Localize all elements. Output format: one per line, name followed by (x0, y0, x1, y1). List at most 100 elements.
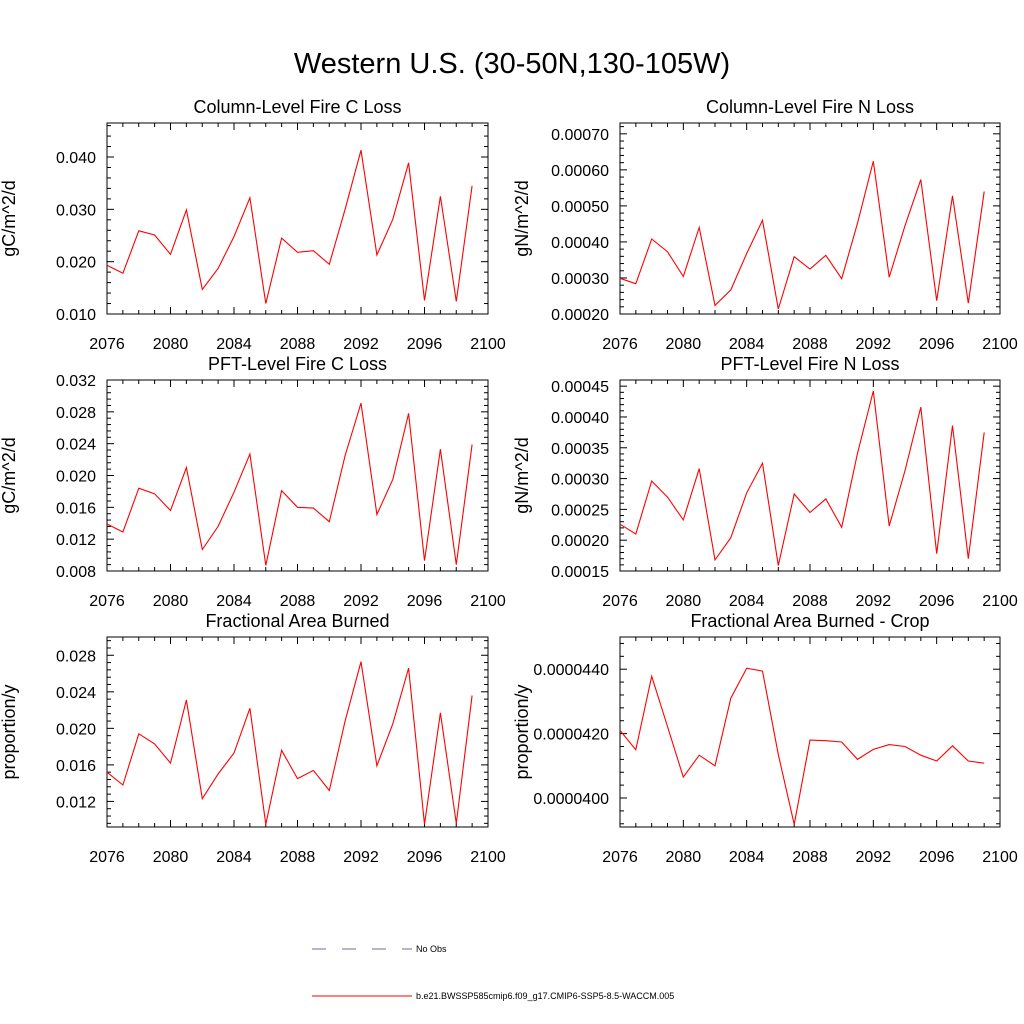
plot-frame (619, 122, 1001, 315)
y-tick-label: 0.012 (56, 794, 96, 811)
y-tick-label: 0.010 (56, 307, 96, 324)
y-tick-label: 0.00030 (551, 472, 609, 489)
legend-label-no-obs: No Obs (416, 944, 447, 954)
panel-title: PFT-Level Fire C Loss (208, 354, 387, 374)
series-line-1 (619, 667, 985, 825)
x-tick-label: 2084 (729, 849, 765, 866)
panels-group: Column-Level Fire C Loss gC/m^2/d 2076 2080… (0, 97, 1018, 866)
x-tick-label: 2084 (216, 336, 252, 353)
y-tick-label: 0.00070 (551, 127, 609, 144)
plot-frame (106, 122, 489, 315)
y-tick-label: 0.032 (56, 373, 96, 390)
y-tick-label: 0.0000420 (533, 727, 609, 744)
panel-title: PFT-Level Fire N Loss (720, 354, 899, 374)
x-tick-label: 2088 (792, 593, 828, 610)
y-axis-label: gN/m^2/d (512, 437, 532, 513)
y-tick-label: 0.028 (56, 648, 96, 665)
y-tick-label: 0.00020 (551, 307, 609, 324)
x-tick-label: 2092 (343, 336, 379, 353)
x-tick-label: 2096 (919, 593, 955, 610)
x-tick-label: 2092 (856, 336, 892, 353)
y-tick-label: 0.00045 (551, 379, 609, 396)
y-tick-label: 0.0000440 (533, 662, 609, 679)
y-tick-label: 0.00015 (551, 564, 609, 581)
x-tick-label: 2088 (792, 336, 828, 353)
x-tick-label: 2088 (280, 336, 316, 353)
plot-frame (106, 636, 489, 828)
x-tick-label: 2092 (343, 593, 379, 610)
chart-panel-5: Fractional Area Burned proportion/y 2076 20… (0, 611, 506, 866)
y-tick-label: 0.024 (56, 685, 96, 702)
chart-panel-3: PFT-Level Fire C Loss gC/m^2/d 2076 2080 208… (0, 354, 506, 610)
y-axis-label: proportion/y (0, 684, 19, 779)
x-tick-label: 2100 (982, 336, 1018, 353)
chart-panel-4: PFT-Level Fire N Loss gN/m^2/d 2076 2080 208… (512, 354, 1018, 610)
chart-panel-2: Column-Level Fire N Loss gN/m^2/d 2076 2080… (512, 97, 1018, 353)
y-tick-label: 0.030 (56, 202, 96, 219)
y-tick-label: 0.00040 (551, 235, 609, 252)
x-tick-label: 2076 (89, 336, 125, 353)
x-tick-label: 2088 (280, 593, 316, 610)
y-tick-label: 0.028 (56, 405, 96, 422)
y-tick-label: 0.00040 (551, 410, 609, 427)
x-tick-label: 2088 (792, 849, 828, 866)
y-axis-label: gC/m^2/d (0, 437, 19, 513)
y-axis-label: gN/m^2/d (512, 180, 532, 256)
y-tick-label: 0.00050 (551, 199, 609, 216)
x-tick-label: 2092 (856, 593, 892, 610)
y-tick-label: 0.008 (56, 564, 96, 581)
y-tick-label: 0.020 (56, 255, 96, 272)
y-tick-label: 0.020 (56, 721, 96, 738)
chart-panel-6: Fractional Area Burned - Crop proportion/… (512, 611, 1018, 866)
y-tick-label: 0.00060 (551, 163, 609, 180)
x-tick-label: 2080 (666, 336, 702, 353)
series-line-1 (106, 150, 473, 304)
y-tick-label: 0.00035 (551, 441, 609, 458)
y-tick-label: 0.00030 (551, 271, 609, 288)
x-tick-label: 2096 (919, 336, 955, 353)
x-tick-label: 2080 (153, 593, 189, 610)
x-tick-label: 2096 (407, 336, 443, 353)
series-line-1 (619, 161, 985, 310)
legend-label-model: b.e21.BWSSP585cmip6.f09_g17.CMIP6-SSP5-8… (416, 991, 674, 1001)
x-tick-label: 2084 (216, 849, 252, 866)
x-tick-label: 2084 (216, 593, 252, 610)
y-axis-label: gC/m^2/d (0, 180, 19, 256)
x-tick-label: 2076 (602, 849, 638, 866)
x-tick-label: 2096 (407, 849, 443, 866)
series-line-1 (106, 661, 473, 825)
x-tick-label: 2100 (982, 593, 1018, 610)
x-tick-label: 2080 (666, 593, 702, 610)
series-line-1 (106, 402, 473, 566)
x-tick-label: 2092 (856, 849, 892, 866)
x-tick-label: 2084 (729, 593, 765, 610)
x-tick-label: 2100 (470, 593, 506, 610)
panel-title: Column-Level Fire C Loss (193, 97, 401, 117)
y-tick-label: 0.020 (56, 469, 96, 486)
y-tick-label: 0.024 (56, 437, 96, 454)
x-tick-label: 2076 (89, 593, 125, 610)
figure-title: Western U.S. (30-50N,130-105W) (293, 48, 731, 80)
x-tick-label: 2096 (919, 849, 955, 866)
y-tick-label: 0.00020 (551, 533, 609, 550)
chart-panel-1: Column-Level Fire C Loss gC/m^2/d 2076 2080… (0, 97, 506, 353)
y-tick-label: 0.016 (56, 500, 96, 517)
x-tick-label: 2084 (729, 336, 765, 353)
y-tick-label: 0.040 (56, 150, 96, 167)
legend: No Obs b.e21.BWSSP585cmip6.f09_g17.CMIP6… (312, 944, 674, 1001)
x-tick-label: 2080 (153, 849, 189, 866)
plot-frame (619, 636, 1001, 828)
panel-title: Fractional Area Burned - Crop (690, 611, 929, 631)
x-tick-label: 2076 (602, 336, 638, 353)
x-tick-label: 2100 (470, 849, 506, 866)
x-tick-label: 2076 (89, 849, 125, 866)
plot-frame (106, 379, 489, 572)
y-axis-label: proportion/y (512, 684, 532, 779)
plot-frame (619, 379, 1001, 572)
x-tick-label: 2088 (280, 849, 316, 866)
y-tick-label: 0.012 (56, 532, 96, 549)
x-tick-label: 2080 (666, 849, 702, 866)
x-tick-label: 2092 (343, 849, 379, 866)
y-tick-label: 0.00025 (551, 502, 609, 519)
